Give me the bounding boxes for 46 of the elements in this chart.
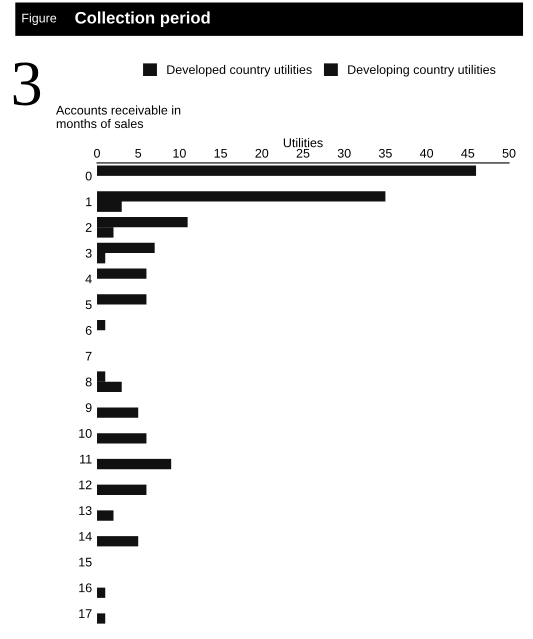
text: 3 bbox=[14, 62, 40, 106]
x-tick-label: 5 bbox=[135, 148, 142, 158]
x-tick-label: 50 bbox=[502, 148, 516, 158]
x-axis-title: Utilities bbox=[284, 138, 323, 148]
y-tick-label: 5 bbox=[86, 300, 92, 310]
bar bbox=[97, 166, 476, 176]
x-tick-label: 40 bbox=[420, 148, 434, 158]
y-tick-label: 16 bbox=[79, 583, 92, 592]
x-tick-label: 25 bbox=[296, 148, 310, 158]
y-tick-label: 10 bbox=[79, 428, 92, 438]
bar bbox=[97, 294, 146, 304]
x-tick-label: 45 bbox=[461, 148, 474, 158]
y-tick-label: 1 bbox=[86, 197, 92, 206]
legend-label: Developed country utilities bbox=[167, 64, 312, 77]
y-tick-label: 15 bbox=[79, 558, 92, 567]
y-tick-label: 4 bbox=[85, 274, 92, 284]
y-tick-label: 7 bbox=[86, 352, 92, 361]
x-tick-label: 35 bbox=[378, 148, 392, 158]
y-tick-label: 6 bbox=[86, 326, 92, 335]
y-tick-label: 9 bbox=[86, 403, 92, 412]
y-tick-label: 8 bbox=[86, 378, 92, 386]
bar bbox=[97, 268, 146, 279]
y-axis-title: Accounts receivable in months of sales bbox=[56, 105, 180, 128]
y-tick-label: 2 bbox=[86, 223, 92, 232]
bar bbox=[97, 588, 106, 598]
y-tick-label: 13 bbox=[79, 506, 92, 516]
bar bbox=[97, 484, 146, 495]
y-tick-label: 17 bbox=[79, 609, 92, 618]
y-tick-label: 11 bbox=[80, 454, 92, 464]
x-tick-label: 30 bbox=[338, 148, 351, 158]
x-tick-label: 15 bbox=[214, 148, 228, 158]
y-tick-label: 0 bbox=[86, 172, 92, 180]
x-tick-label: 0 bbox=[94, 148, 100, 158]
bar bbox=[97, 458, 172, 470]
bar bbox=[97, 536, 138, 546]
chart-title: Collection period bbox=[75, 11, 210, 27]
y-tick-label: 3 bbox=[86, 248, 92, 258]
bar bbox=[97, 510, 114, 521]
y-tick-label: 12 bbox=[79, 480, 92, 490]
bar bbox=[97, 407, 138, 418]
bar bbox=[97, 433, 146, 444]
x-tick-label: 20 bbox=[255, 148, 268, 158]
x-tick-label: 10 bbox=[173, 148, 186, 158]
legend-label: Developing country utilities bbox=[348, 64, 496, 77]
y-tick-label: 14 bbox=[79, 532, 92, 541]
text: Figure bbox=[22, 13, 56, 25]
